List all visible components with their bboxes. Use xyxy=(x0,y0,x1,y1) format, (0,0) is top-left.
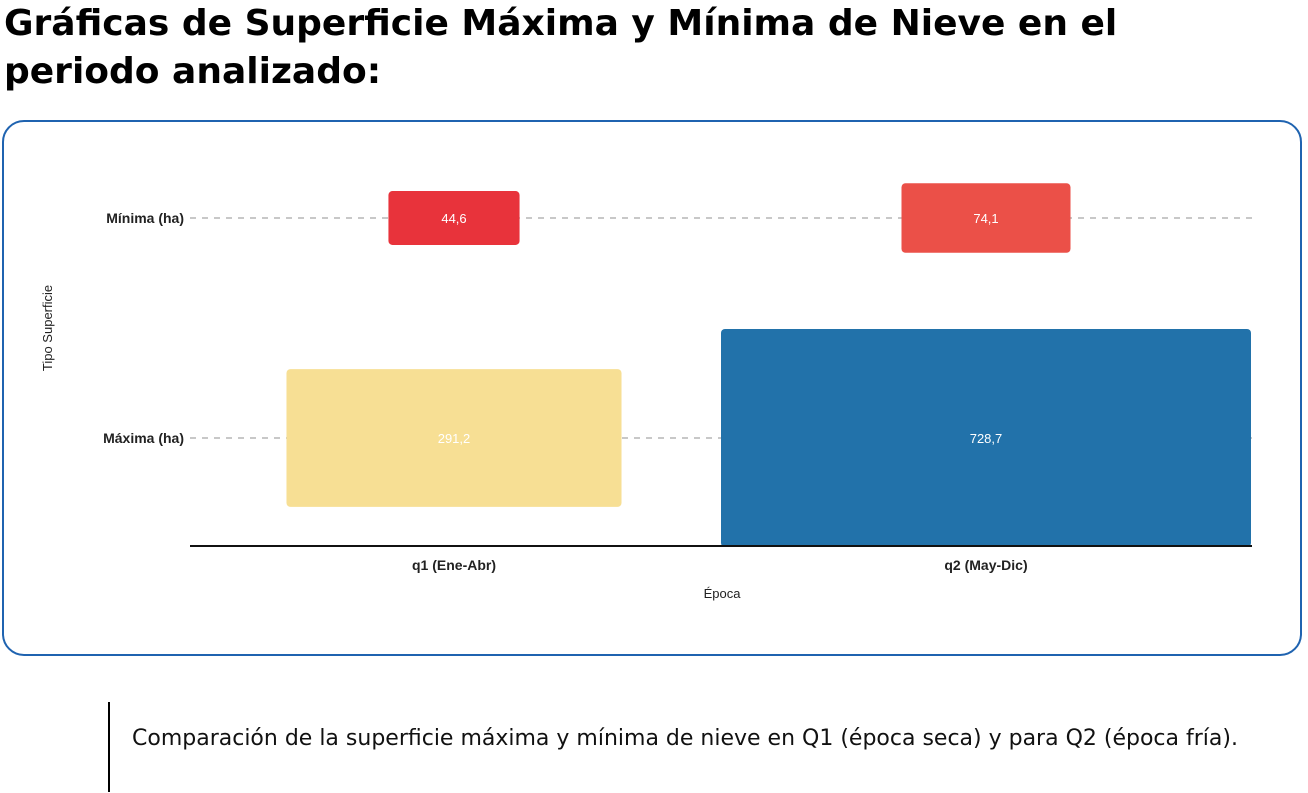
x-tick-label: q2 (May-Dic) xyxy=(944,557,1027,573)
y-tick-label: Máxima (ha) xyxy=(103,430,184,446)
x-axis-title: Época xyxy=(704,586,742,601)
caption-rule xyxy=(108,702,110,792)
page-title: Gráficas de Superficie Máxima y Mínima d… xyxy=(4,3,1118,92)
tile-1-1 xyxy=(388,191,520,245)
tile-2-2 xyxy=(721,329,1251,547)
tile-value-label: 74,1 xyxy=(973,211,998,226)
tile-value-label: 44,6 xyxy=(441,211,466,226)
y-tick-label: Mínima (ha) xyxy=(106,210,184,226)
tile-1-2 xyxy=(901,183,1071,253)
tile-value-label: 728,7 xyxy=(970,431,1003,446)
tile-2-1 xyxy=(286,369,622,507)
x-tick-label: q1 (Ene-Abr) xyxy=(412,557,496,573)
chart-card: Mínima (ha) Máxima (ha) 44,6 74,1 291,2 728,7… xyxy=(2,120,1302,656)
tile-chart: Mínima (ha) Máxima (ha) 44,6 74,1 291,2 728,7… xyxy=(40,183,1252,601)
y-axis-title: Tipo Superficie xyxy=(40,285,55,371)
figure-caption: Comparación de la superficie máxima y mí… xyxy=(132,726,1238,751)
tile-value-label: 291,2 xyxy=(438,431,471,446)
